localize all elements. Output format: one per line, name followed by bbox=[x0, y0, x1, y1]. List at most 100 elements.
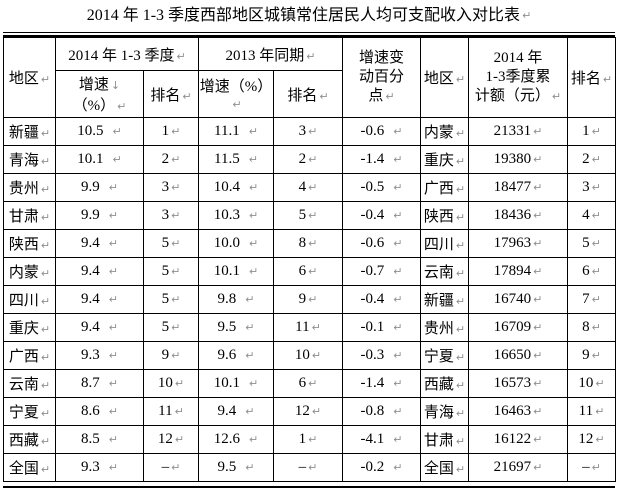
end-of-cell-mark: ↵ bbox=[40, 323, 51, 336]
cell-rank-amount: 4 ↵ bbox=[567, 201, 617, 230]
cell-value: 青海 bbox=[423, 405, 454, 421]
cell-value: – bbox=[582, 459, 590, 475]
end-of-cell-mark: ↵ bbox=[602, 73, 613, 86]
cell-region-2: 新疆 ↵ bbox=[420, 285, 470, 314]
header-rank-2014: 排名 ↵ bbox=[143, 70, 199, 118]
cell-rank-2013: 3 ↵ bbox=[272, 117, 344, 146]
cell-value: -4.1 bbox=[360, 431, 385, 447]
header-amount: 2014 年 1-3季度累 计额（元） ↵ bbox=[468, 37, 569, 118]
cell-rate-2013: 11.1 ↵ bbox=[198, 117, 274, 146]
end-of-cell-mark: ↵ bbox=[591, 237, 601, 250]
cell-rank-amount: – ↵ bbox=[567, 453, 617, 482]
cell-rate-2014: 8.5 ↵ bbox=[55, 425, 144, 454]
end-of-cell-mark: ↵ bbox=[595, 433, 605, 446]
end-of-cell-mark: ↵ bbox=[171, 237, 181, 250]
end-of-cell-mark: ↵ bbox=[533, 153, 543, 166]
end-of-cell-mark: ↵ bbox=[455, 463, 466, 476]
cell-value: 2 bbox=[161, 151, 170, 167]
cell-rank-2013: 8 ↵ bbox=[272, 229, 344, 258]
table-top-border-thick bbox=[3, 35, 615, 37]
cell-region-2: 青海 ↵ bbox=[420, 397, 470, 426]
end-of-cell-mark: ↵ bbox=[533, 405, 543, 418]
cell-change: -0.5 ↵ bbox=[342, 173, 422, 202]
cell-rate-2014: 8.7 ↵ bbox=[55, 369, 144, 398]
table-row: 甘肃 ↵ 9.9 ↵ 3 ↵ 10.3 ↵ 5 ↵ -0.4 ↵ 陕西 ↵ 18436 ↵ 4 ↵ bbox=[3, 201, 617, 230]
end-of-cell-mark: ↵ bbox=[533, 293, 543, 306]
cell-change: -0.2 ↵ bbox=[342, 453, 422, 482]
cell-value: 5 bbox=[161, 263, 170, 279]
cell-rank-amount: 6 ↵ bbox=[567, 257, 617, 286]
cell-value: 12 bbox=[157, 431, 173, 447]
end-of-cell-mark: ↵ bbox=[176, 49, 186, 63]
cell-change: -0.7 ↵ bbox=[342, 257, 422, 286]
end-of-cell-mark: ↵ bbox=[591, 293, 601, 306]
cell-value: 9.6 bbox=[217, 347, 237, 363]
cell-value: 21331 bbox=[493, 123, 532, 139]
end-of-cell-mark: ↵ bbox=[108, 433, 118, 446]
cell-value: 7 bbox=[582, 291, 590, 307]
line-break-mark: ↓ bbox=[110, 79, 121, 92]
end-of-cell-mark: ↵ bbox=[108, 181, 118, 194]
cell-rank-2013: 10 ↵ bbox=[272, 341, 344, 370]
end-of-cell-mark: ↵ bbox=[108, 237, 118, 250]
cell-value: 16650 bbox=[493, 347, 532, 363]
cell-value: -0.4 bbox=[360, 291, 385, 307]
cell-region: 四川 ↵ bbox=[3, 285, 56, 314]
cell-value: 广西 bbox=[8, 349, 39, 365]
cell-region-2: 宁夏 ↵ bbox=[420, 341, 470, 370]
cell-value: 9.5 bbox=[217, 319, 237, 335]
end-of-cell-mark: ↵ bbox=[308, 125, 318, 138]
table-caption: 2014 年 1-3 季度西部地区城镇常住居民人均可支配收入对比表 ↵ bbox=[0, 0, 618, 26]
cell-value: 9 bbox=[298, 291, 307, 307]
cell-rank-amount: 10 ↵ bbox=[567, 369, 617, 398]
end-of-cell-mark: ↵ bbox=[455, 127, 466, 140]
end-of-cell-mark: ↵ bbox=[232, 98, 242, 111]
end-of-cell-mark: ↵ bbox=[308, 461, 318, 474]
header-rank-2013: 排名 ↵ bbox=[272, 70, 344, 118]
end-of-cell-mark: ↵ bbox=[455, 407, 466, 420]
end-of-cell-mark: ↵ bbox=[455, 239, 466, 252]
end-of-cell-mark: ↵ bbox=[245, 461, 255, 474]
cell-rate-2013: 9.8 ↵ bbox=[198, 285, 274, 314]
end-of-cell-mark: ↵ bbox=[40, 211, 51, 224]
end-of-cell-mark: ↵ bbox=[455, 155, 466, 168]
end-of-cell-mark: ↵ bbox=[108, 321, 118, 334]
table-row: 内蒙 ↵ 9.4 ↵ 5 ↵ 10.1 ↵ 6 ↵ -0.7 ↵ 云南 ↵ 17894 ↵ 6 ↵ bbox=[3, 257, 617, 286]
cell-value: 4 bbox=[298, 179, 307, 195]
cell-value: 9.4 bbox=[81, 319, 100, 335]
end-of-cell-mark: ↵ bbox=[308, 293, 318, 306]
cell-value: 5 bbox=[298, 207, 307, 223]
end-of-cell-mark: ↵ bbox=[40, 239, 51, 252]
end-of-cell-mark: ↵ bbox=[245, 405, 255, 418]
end-of-cell-mark: ↵ bbox=[40, 183, 51, 196]
cell-value: 3 bbox=[582, 179, 590, 195]
cell-change: -1.4 ↵ bbox=[342, 369, 422, 398]
cell-value: 青海 bbox=[8, 153, 39, 169]
header-rate-2014: 增速 ↓ （%） ↵ bbox=[55, 70, 144, 118]
end-of-cell-mark: ↵ bbox=[455, 435, 466, 448]
cell-value: 11.1 bbox=[214, 123, 240, 139]
end-of-cell-mark: ↵ bbox=[595, 405, 605, 418]
cell-rate-2014: 9.9 ↵ bbox=[55, 173, 144, 202]
end-of-cell-mark: ↵ bbox=[533, 377, 543, 390]
cell-value: 11 bbox=[158, 403, 173, 419]
cell-value: 10.5 bbox=[77, 123, 104, 139]
cell-value: 宁夏 bbox=[8, 405, 39, 421]
cell-region-2: 内蒙 ↵ bbox=[420, 117, 470, 146]
end-of-cell-mark: ↵ bbox=[393, 321, 403, 334]
cell-value: 17894 bbox=[493, 263, 532, 279]
end-of-cell-mark: ↵ bbox=[308, 181, 318, 194]
header-change: 增速变 动百分 点 ↵ bbox=[342, 37, 422, 118]
end-of-cell-mark: ↵ bbox=[174, 405, 184, 418]
cell-value: 重庆 bbox=[423, 153, 454, 169]
cell-rank-2014: 11 ↵ bbox=[143, 397, 199, 426]
cell-value: 宁夏 bbox=[423, 349, 454, 365]
cell-value: 10.0 bbox=[213, 235, 241, 251]
end-of-cell-mark: ↵ bbox=[171, 265, 181, 278]
cell-value: 9.4 bbox=[217, 403, 237, 419]
cell-rank-amount: 9 ↵ bbox=[567, 341, 617, 370]
header-group-2013-label: 2013 年同期 bbox=[225, 47, 305, 64]
end-of-cell-mark: ↵ bbox=[245, 293, 255, 306]
cell-value: 6 bbox=[582, 263, 590, 279]
cell-rate-2014: 9.4 ↵ bbox=[55, 313, 144, 342]
